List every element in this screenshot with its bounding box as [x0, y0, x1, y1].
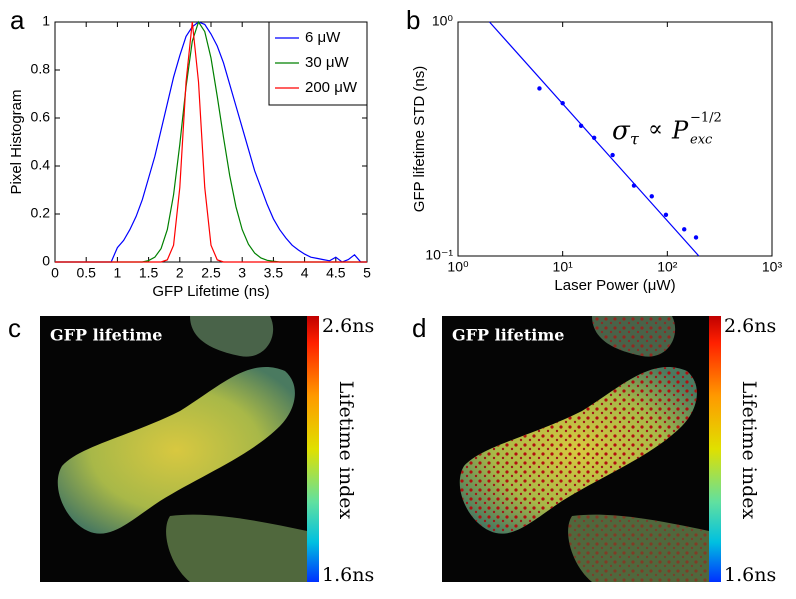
legend-label: 30 μW [305, 54, 349, 71]
x-tick-label: 4.5 [326, 265, 346, 281]
colorbar-max: 2.6ns [724, 315, 776, 337]
annotation: P [671, 117, 689, 145]
annotation: τ [630, 130, 640, 149]
legend-label: 200 μW [305, 79, 358, 96]
colorbar-label: Lifetime index [738, 381, 760, 520]
lifetime-image: GFP lifetime [442, 316, 709, 582]
panel-label: d [412, 313, 426, 343]
y-tick-label: 10⁻¹ [425, 247, 453, 263]
colorbar-max: 2.6ns [322, 315, 374, 337]
data-point [591, 135, 597, 140]
data-point [663, 212, 669, 217]
plot-frame [457, 21, 773, 257]
x-tick-label: 10³ [762, 259, 783, 275]
data-point [682, 227, 687, 232]
x-tick-label: 10⁰ [447, 259, 469, 275]
panel-label: a [10, 5, 25, 35]
colorbar-min: 1.6ns [322, 564, 374, 586]
x-tick-label: 5 [363, 265, 371, 281]
colorbar-label: Lifetime index [335, 381, 357, 520]
annotation: −1/2 [690, 111, 722, 126]
y-tick-label: 0 [42, 253, 50, 269]
series-line [489, 21, 700, 257]
y-tick-label: 10⁰ [432, 13, 454, 29]
x-tick-label: 10¹ [553, 259, 574, 275]
y-axis-label: GFP lifetime STD (ns) [411, 66, 428, 212]
panel-label: b [406, 5, 420, 35]
y-tick-label: 0.4 [31, 157, 51, 173]
colorbar [709, 316, 721, 582]
y-tick-label: 0.8 [31, 61, 51, 77]
image-title: GFP lifetime [452, 326, 564, 345]
colorbar-min: 1.6ns [724, 564, 776, 586]
x-tick-label: 1 [114, 265, 122, 281]
x-tick-label: 2.5 [201, 265, 221, 281]
y-tick-label: 0.6 [31, 109, 51, 125]
y-axis-label: Pixel Histogram [8, 89, 25, 194]
data-point [649, 194, 654, 199]
x-tick-label: 0.5 [76, 265, 96, 281]
annotation: exc [690, 133, 713, 148]
x-tick-label: 10² [657, 259, 678, 275]
y-tick-label: 0.2 [31, 205, 51, 221]
x-axis-label: GFP Lifetime (ns) [152, 283, 269, 300]
annotation: ∝ [648, 117, 663, 142]
data-point [610, 152, 615, 158]
data-point [693, 235, 699, 240]
x-tick-label: 3 [238, 265, 246, 281]
colorbar [307, 316, 319, 582]
x-tick-label: 2 [176, 265, 184, 281]
series-line [55, 21, 367, 263]
lifetime-image: GFP lifetime [40, 316, 307, 582]
panel-label: c [8, 313, 21, 343]
annotation: σ [612, 116, 631, 146]
x-axis-label: Laser Power (μW) [554, 277, 675, 294]
x-tick-label: 0 [51, 265, 59, 281]
y-tick-label: 1 [42, 13, 50, 29]
x-tick-label: 3.5 [264, 265, 284, 281]
image-title: GFP lifetime [50, 326, 162, 345]
x-tick-label: 4 [301, 265, 309, 281]
data-point [537, 86, 542, 91]
x-tick-label: 1.5 [139, 265, 159, 281]
legend-label: 6 μW [305, 29, 341, 46]
